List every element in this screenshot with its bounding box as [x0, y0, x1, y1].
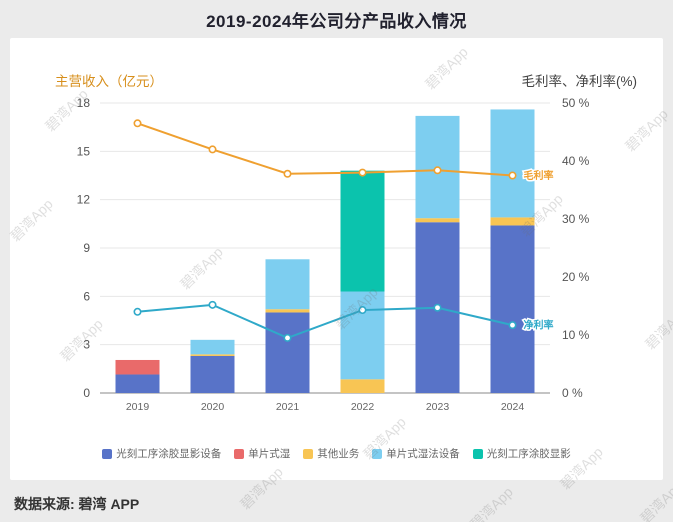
bar-segment — [190, 354, 235, 356]
watermark-text: 碧湾App — [467, 483, 516, 522]
bar-segment — [490, 225, 535, 393]
chart-legend: 光刻工序涂胶显影设备 单片式湿 其他业务 单片式湿法设备 光刻工序涂胶显影 — [10, 446, 663, 461]
watermark-text: 碧湾App — [637, 477, 673, 522]
right-tick-label: 40 % — [562, 154, 590, 168]
legend-swatch — [372, 448, 383, 459]
legend-swatch — [303, 448, 314, 459]
left-tick-label: 3 — [83, 338, 90, 352]
left-tick-label: 6 — [83, 289, 90, 303]
left-tick-label: 0 — [83, 386, 90, 400]
line-end-label: 净利率 — [524, 319, 554, 332]
data-source-label: 数据来源: 碧湾 APP — [14, 496, 140, 512]
line-marker — [283, 169, 292, 178]
left-axis-title: 主营收入（亿元） — [55, 74, 163, 89]
x-tick-label: 2023 — [426, 401, 450, 413]
right-tick-label: 0 % — [562, 386, 583, 400]
x-tick-label: 2024 — [501, 401, 525, 413]
legend-label: 单片式湿 — [248, 448, 291, 460]
line-marker — [283, 333, 292, 342]
line-marker — [358, 168, 367, 177]
line-marker — [433, 166, 442, 175]
bar-segment — [415, 218, 460, 223]
right-axis-title: 毛利率、净利率(%) — [522, 73, 638, 89]
page-title: 2019-2024年公司分产品收入情况 — [206, 11, 467, 31]
chart-card: 主营收入（亿元） 毛利率、净利率(%) 0 3 6 9 12 15 18 0 % 10 % 20 % 3… — [10, 38, 663, 480]
x-tick-label: 2020 — [201, 401, 225, 413]
legend-swatch — [472, 448, 483, 459]
legend-item[interactable]: 单片式湿法设备 — [372, 446, 460, 461]
bar-segment — [115, 374, 160, 393]
bar-segment — [265, 309, 310, 313]
bar-segment — [340, 379, 385, 393]
line-marker — [208, 300, 217, 309]
bar-segment — [340, 170, 385, 292]
legend-item[interactable]: 光刻工序涂胶显影设备 — [102, 446, 221, 461]
legend-swatch — [234, 448, 245, 459]
bar-segment — [340, 291, 385, 380]
line-series — [137, 303, 513, 339]
left-tick-label: 15 — [77, 144, 91, 158]
x-tick-label: 2019 — [126, 401, 150, 413]
line-marker — [133, 119, 142, 128]
line-end-label: 毛利率 — [524, 169, 554, 182]
bar-segment — [490, 109, 535, 218]
line-marker — [508, 321, 517, 330]
legend-item[interactable]: 光刻工序涂胶显影 — [472, 446, 571, 461]
right-tick-label: 50 % — [562, 96, 590, 110]
line-marker — [508, 171, 517, 180]
revenue-margin-chart: 主营收入（亿元） 毛利率、净利率(%) 0 3 6 9 12 15 18 0 % 10 % 20 % 3… — [55, 73, 638, 413]
x-tick-label: 2021 — [276, 401, 300, 413]
bar-segment — [115, 359, 160, 375]
legend-item[interactable]: 单片式湿 — [234, 446, 290, 461]
legend-label: 单片式湿法设备 — [386, 448, 460, 460]
left-tick-label: 12 — [77, 193, 91, 207]
bar-segment — [190, 355, 235, 393]
line-marker — [208, 145, 217, 154]
right-tick-label: 30 % — [562, 212, 590, 226]
bar-segment — [265, 312, 310, 393]
legend-item[interactable]: 其他业务 — [303, 446, 359, 461]
bar-segment — [190, 339, 235, 355]
x-tick-label: 2022 — [351, 401, 375, 413]
line-marker — [433, 303, 442, 312]
bar-segment — [490, 217, 535, 226]
line-marker — [358, 306, 367, 315]
line-series — [137, 122, 513, 177]
legend-label: 光刻工序涂胶显影 — [486, 448, 571, 460]
left-tick-label: 9 — [83, 241, 90, 255]
legend-swatch — [102, 448, 113, 459]
right-tick-label: 10 % — [562, 328, 590, 342]
bar-segment — [265, 259, 310, 310]
line-marker — [133, 307, 142, 316]
legend-label: 其他业务 — [317, 448, 360, 460]
legend-label: 光刻工序涂胶显影设备 — [116, 448, 222, 460]
left-tick-label: 18 — [77, 96, 91, 110]
right-tick-label: 20 % — [562, 270, 590, 284]
